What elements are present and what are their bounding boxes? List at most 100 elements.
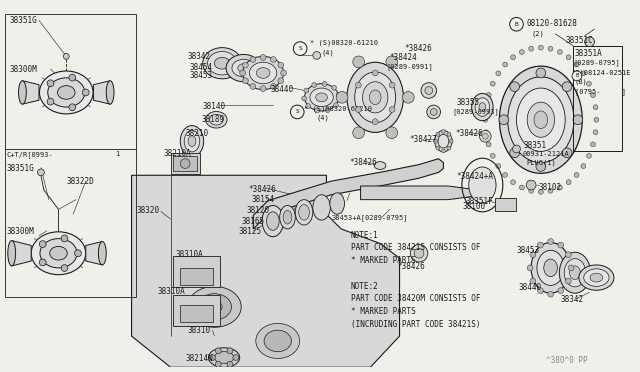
Circle shape (558, 242, 564, 248)
Text: 38120: 38120 (246, 206, 269, 215)
Circle shape (510, 148, 520, 158)
Text: NOTE:2: NOTE:2 (351, 282, 379, 291)
Circle shape (325, 108, 330, 113)
Text: (2): (2) (531, 30, 544, 36)
Circle shape (434, 139, 438, 143)
Text: *38426: *38426 (349, 158, 376, 167)
Text: * MARKED PARTS: * MARKED PARTS (351, 256, 415, 265)
Ellipse shape (40, 238, 77, 268)
Text: 38140: 38140 (203, 102, 226, 111)
Circle shape (39, 259, 46, 266)
Text: B: B (515, 22, 518, 27)
Circle shape (566, 180, 571, 185)
Text: 38189: 38189 (202, 115, 225, 124)
Text: 38351: 38351 (524, 141, 547, 150)
Polygon shape (12, 241, 31, 266)
Ellipse shape (475, 98, 490, 116)
Circle shape (548, 238, 554, 244)
Polygon shape (93, 81, 110, 104)
Text: 38351A: 38351A (575, 49, 603, 58)
Ellipse shape (184, 131, 200, 152)
Circle shape (243, 62, 248, 68)
Ellipse shape (207, 301, 222, 313)
Ellipse shape (19, 81, 26, 104)
Circle shape (312, 83, 317, 87)
Circle shape (353, 127, 364, 139)
Text: * (S)08320-61210: * (S)08320-61210 (304, 105, 372, 112)
Circle shape (410, 244, 428, 262)
Text: 38300M: 38300M (10, 65, 38, 74)
Ellipse shape (355, 72, 396, 123)
Circle shape (496, 71, 500, 76)
Circle shape (586, 81, 591, 86)
Circle shape (573, 115, 583, 125)
Text: PART CODE 38421S CONSISTS OF: PART CODE 38421S CONSISTS OF (351, 244, 480, 253)
Circle shape (511, 55, 515, 60)
Circle shape (61, 235, 68, 242)
Bar (495, 198, 516, 211)
Circle shape (447, 146, 451, 150)
Circle shape (568, 265, 574, 271)
Ellipse shape (232, 59, 255, 77)
Text: ^380^0 PP: ^380^0 PP (546, 356, 588, 365)
Circle shape (548, 46, 553, 51)
Circle shape (271, 57, 276, 62)
Bar (573, 46, 621, 151)
Circle shape (509, 17, 524, 31)
Ellipse shape (570, 266, 580, 279)
Bar (180, 268, 213, 285)
Circle shape (332, 85, 337, 90)
Text: 38440: 38440 (518, 283, 541, 292)
Circle shape (313, 51, 321, 59)
Circle shape (538, 288, 543, 294)
Ellipse shape (58, 86, 75, 99)
Circle shape (442, 149, 445, 153)
Text: 38165: 38165 (242, 217, 265, 226)
Circle shape (530, 252, 536, 258)
Circle shape (227, 348, 233, 354)
Ellipse shape (330, 193, 344, 214)
Text: *38426: *38426 (455, 129, 483, 138)
Circle shape (586, 153, 591, 158)
Circle shape (353, 56, 364, 68)
Circle shape (585, 37, 595, 46)
Ellipse shape (209, 348, 240, 367)
Circle shape (538, 242, 543, 248)
Text: [0289-0991]: [0289-0991] (386, 63, 433, 70)
Circle shape (520, 185, 524, 190)
Circle shape (548, 291, 554, 297)
Text: 38300M: 38300M (7, 227, 35, 236)
Ellipse shape (214, 352, 234, 363)
Ellipse shape (472, 93, 493, 121)
Circle shape (421, 83, 436, 98)
Text: 38320: 38320 (136, 206, 159, 215)
Ellipse shape (262, 205, 284, 237)
Text: *38424: *38424 (390, 54, 417, 62)
Circle shape (510, 82, 520, 92)
Circle shape (562, 82, 572, 92)
Text: (4): (4) (321, 49, 334, 56)
Ellipse shape (369, 90, 381, 105)
Text: 38310A: 38310A (158, 287, 186, 296)
Circle shape (278, 62, 284, 68)
Ellipse shape (40, 71, 93, 114)
Ellipse shape (8, 241, 15, 266)
Polygon shape (253, 159, 444, 229)
Ellipse shape (106, 81, 114, 104)
Circle shape (529, 46, 534, 51)
Ellipse shape (305, 84, 339, 111)
Circle shape (558, 288, 564, 294)
Text: 38453+A[0289-0795]: 38453+A[0289-0795] (332, 214, 408, 221)
Circle shape (490, 81, 495, 86)
Circle shape (304, 88, 309, 93)
Circle shape (301, 96, 307, 101)
Circle shape (502, 62, 508, 67)
Polygon shape (360, 186, 477, 200)
Circle shape (565, 252, 572, 258)
Text: 38453: 38453 (189, 71, 212, 80)
Circle shape (306, 104, 310, 109)
Circle shape (511, 180, 515, 185)
Ellipse shape (468, 167, 496, 203)
Circle shape (565, 278, 572, 284)
Circle shape (574, 173, 579, 177)
